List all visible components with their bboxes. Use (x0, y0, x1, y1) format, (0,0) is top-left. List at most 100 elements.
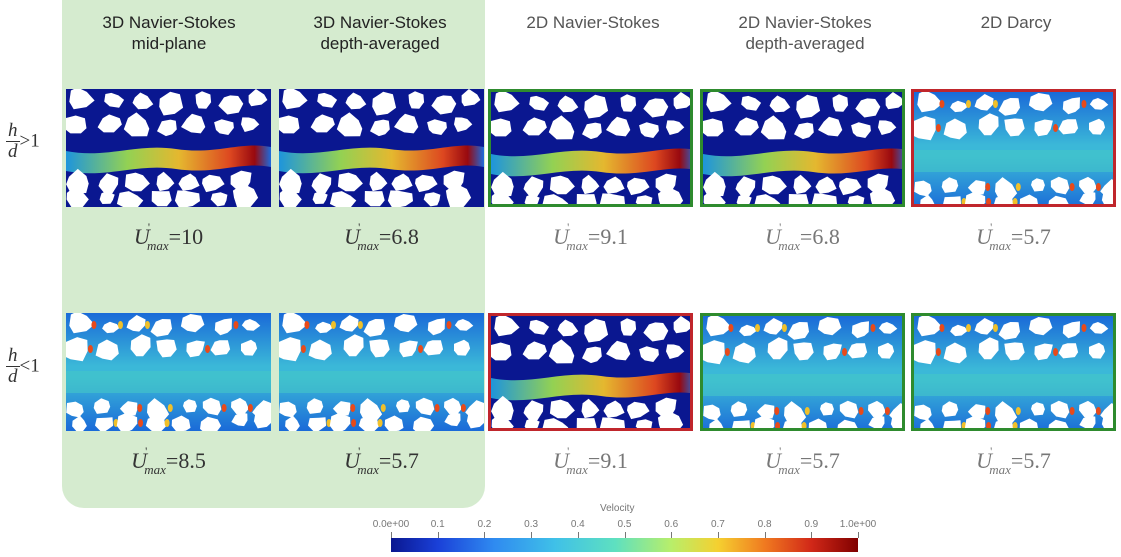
local-velocity-hotspot (144, 321, 150, 329)
solid-grain (214, 119, 234, 135)
solid-grain (523, 400, 544, 421)
colorbar-tick-mark (484, 532, 486, 538)
3d-columns-highlight (62, 0, 485, 508)
solid-grain (195, 91, 212, 109)
solid-grain (967, 404, 986, 419)
solid-grain (157, 119, 177, 137)
local-velocity-hotspot (985, 183, 991, 191)
solid-grain (95, 417, 114, 431)
solid-grain (549, 399, 575, 419)
solid-grain (454, 319, 474, 331)
solid-grain (1062, 321, 1080, 339)
solid-grain (978, 113, 999, 136)
colorbar-tick-label: 0.3 (524, 519, 539, 530)
solid-grain (431, 95, 457, 115)
local-velocity-hotspot (935, 348, 941, 356)
solid-grain (584, 318, 609, 343)
solid-grain (603, 400, 625, 418)
solid-grain (1019, 194, 1038, 204)
solid-grain (655, 173, 677, 193)
solid-grain (599, 417, 625, 428)
central-channel (914, 150, 1113, 172)
relation: <1 (19, 355, 40, 377)
solid-grain (415, 174, 438, 193)
solid-grain (839, 177, 862, 196)
solid-grain (542, 194, 569, 204)
local-velocity-hotspot (939, 100, 945, 108)
solid-grain (818, 116, 843, 137)
solid-grain (329, 191, 357, 207)
solid-grain (754, 194, 781, 204)
solid-grain (1089, 118, 1106, 135)
solid-grain (494, 316, 520, 337)
umax-label: U' max=10 (66, 220, 271, 254)
solid-grain (1034, 119, 1053, 137)
solid-grain (1058, 119, 1079, 135)
local-velocity-hotspot (1015, 407, 1021, 415)
local-velocity-hotspot (117, 321, 123, 329)
solid-grain (443, 170, 465, 190)
velocity-field-panel (488, 313, 693, 431)
local-velocity-hotspot (247, 404, 253, 412)
local-velocity-hotspot (801, 422, 807, 428)
solid-grain (387, 190, 413, 207)
solid-grain (1004, 342, 1025, 361)
solid-grain (308, 417, 327, 431)
solid-grain (635, 195, 653, 204)
local-velocity-hotspot (858, 407, 864, 415)
solid-grain (116, 191, 144, 207)
solid-grain (582, 122, 602, 140)
solid-grain (183, 399, 197, 413)
solid-grain (1048, 419, 1069, 428)
high-velocity-channel (279, 145, 484, 174)
solid-grain (1101, 188, 1113, 204)
solid-grain (974, 94, 994, 111)
solid-grain (941, 177, 959, 193)
solid-grain (703, 118, 724, 137)
solid-grain (171, 415, 191, 431)
local-velocity-hotspot (724, 348, 730, 356)
solid-grain (360, 398, 383, 422)
solid-grain (627, 401, 650, 420)
solid-grain (943, 342, 967, 364)
umax-subscript: max (566, 462, 588, 477)
solid-grain (1004, 118, 1025, 137)
solid-grain (214, 318, 232, 336)
solid-grain (557, 95, 579, 113)
local-velocity-hotspot (965, 324, 971, 332)
solid-grain (1089, 342, 1106, 359)
solid-grain (399, 340, 418, 358)
colorbar-tick-label: 0.0e+00 (372, 519, 410, 530)
local-velocity-hotspot (233, 321, 239, 329)
local-velocity-hotspot (91, 321, 97, 329)
umax-subscript: max (989, 238, 1011, 253)
solid-grain (427, 119, 447, 135)
solid-grain (943, 420, 962, 428)
umax-symbol: U (765, 224, 782, 249)
solid-grain (736, 194, 752, 204)
solid-grain (491, 118, 512, 137)
solid-grain (315, 321, 333, 334)
solid-grain (878, 322, 898, 334)
solid-grain (210, 192, 228, 207)
solid-grain (230, 170, 252, 190)
local-velocity-hotspot (377, 419, 383, 427)
local-velocity-hotspot (774, 407, 780, 415)
solid-grain (709, 418, 724, 428)
solid-grain (391, 173, 413, 191)
solid-grain (372, 91, 397, 116)
local-velocity-hotspot (992, 324, 998, 332)
solid-grain (606, 340, 631, 361)
solid-grain (869, 186, 896, 204)
solid-grain (784, 401, 807, 425)
solid-grain (576, 194, 597, 204)
solid-grain (130, 334, 151, 357)
solid-grain (66, 115, 87, 134)
solid-grain (763, 318, 783, 335)
solid-grain (914, 180, 932, 197)
colorbar-tick-mark (531, 532, 533, 538)
solid-grain (851, 321, 869, 339)
umax-label: U' max=8.5 (66, 444, 271, 478)
solid-grain (279, 187, 302, 207)
solid-grain (917, 92, 943, 113)
